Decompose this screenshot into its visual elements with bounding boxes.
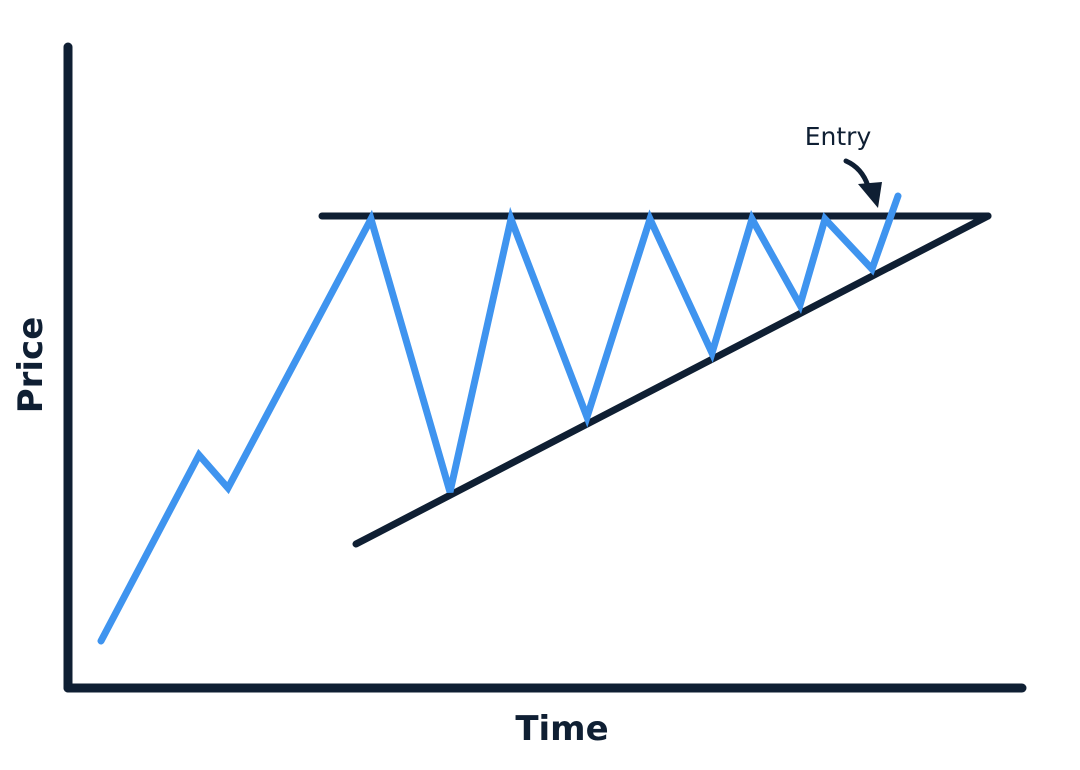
entry-arrow-head	[858, 182, 882, 208]
entry-label: Entry	[805, 122, 872, 151]
support-line	[352, 212, 992, 548]
x-axis-label: Time	[515, 709, 608, 749]
entry-arrow-shaft	[843, 158, 871, 189]
y-axis-label: Price	[11, 317, 51, 414]
price-line	[97, 192, 902, 645]
